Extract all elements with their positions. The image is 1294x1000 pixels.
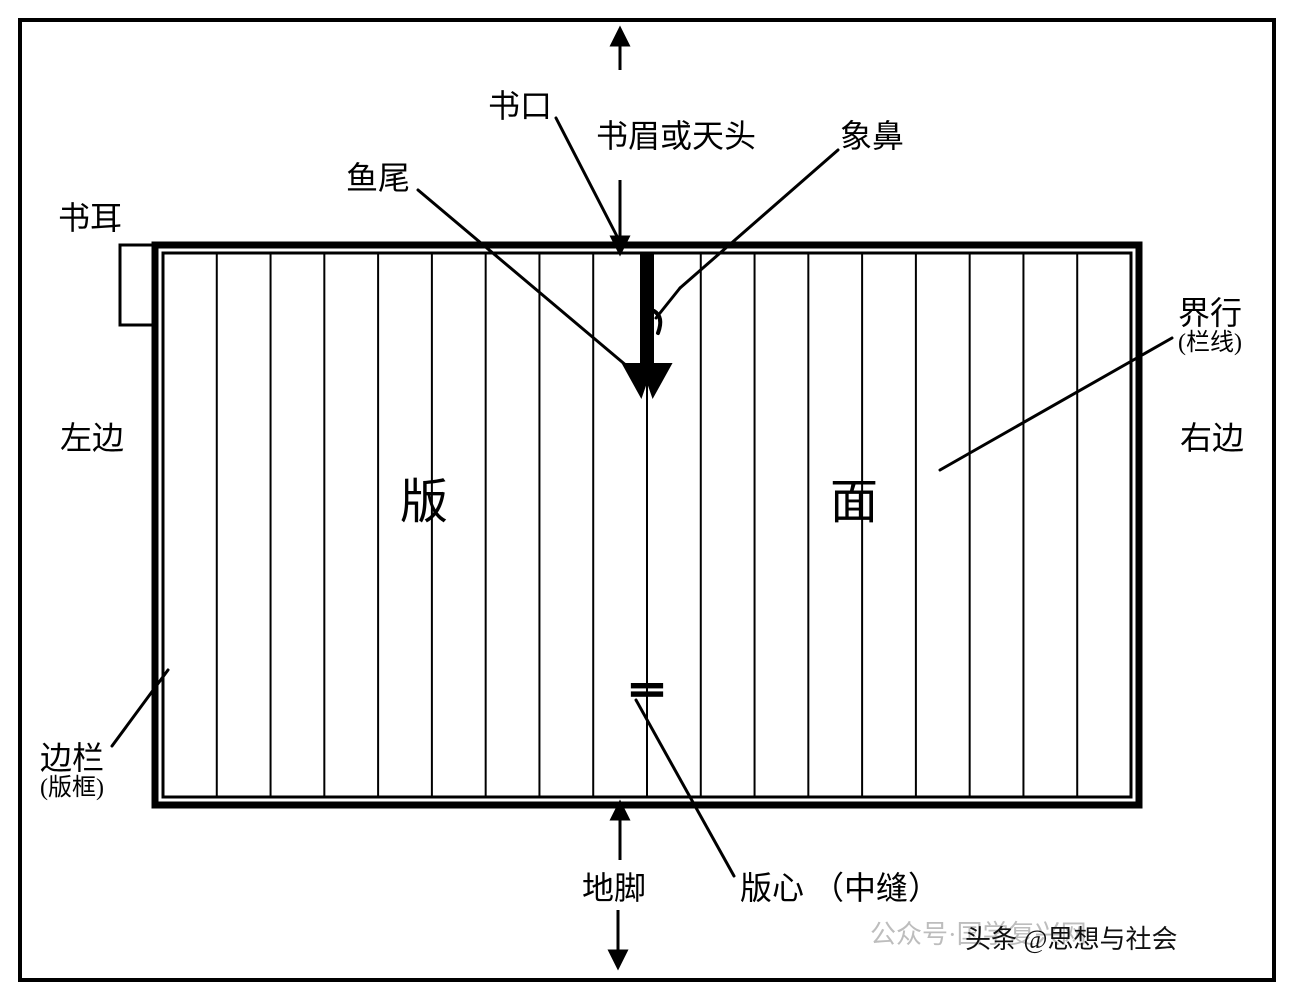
label-mian: 面 [830,475,880,530]
text-block [120,245,1139,805]
label-shumei: 书眉或天头 [596,118,756,155]
label-bianlan: 边栏 [40,740,104,777]
leader-banxin [636,700,734,876]
margin-arrows [618,36,620,960]
label-shukou: 书口 [488,88,552,125]
leader-xiangbi_b [656,288,680,318]
label-ban: 版 [400,475,450,530]
label-youbian: 右边 [1180,420,1244,457]
leader-bianlan [112,670,168,746]
label-zuobian: 左边 [60,420,124,457]
label-jiehang: 界行 [1178,295,1242,332]
label-jiehang-sub: (栏线) [1178,330,1242,358]
leader-xiangbi_a [680,150,838,288]
label-dijiao: 地脚 [582,870,646,907]
label-banxin: 版心 （中缝） [740,870,940,907]
label-bianlan-sub: (版框) [40,775,104,803]
label-xiangbi: 象鼻 [840,118,904,155]
watermark-black: 头条 @思想与社会 [965,925,1177,955]
leader-yuwei [418,190,634,372]
diagram-canvas: 书口 书眉或天头 象鼻 鱼尾 书耳 左边 右边 界行 (栏线) 边栏 (版框) … [0,0,1294,1000]
label-shuer: 书耳 [58,200,122,237]
label-yuwei: 鱼尾 [346,160,410,197]
